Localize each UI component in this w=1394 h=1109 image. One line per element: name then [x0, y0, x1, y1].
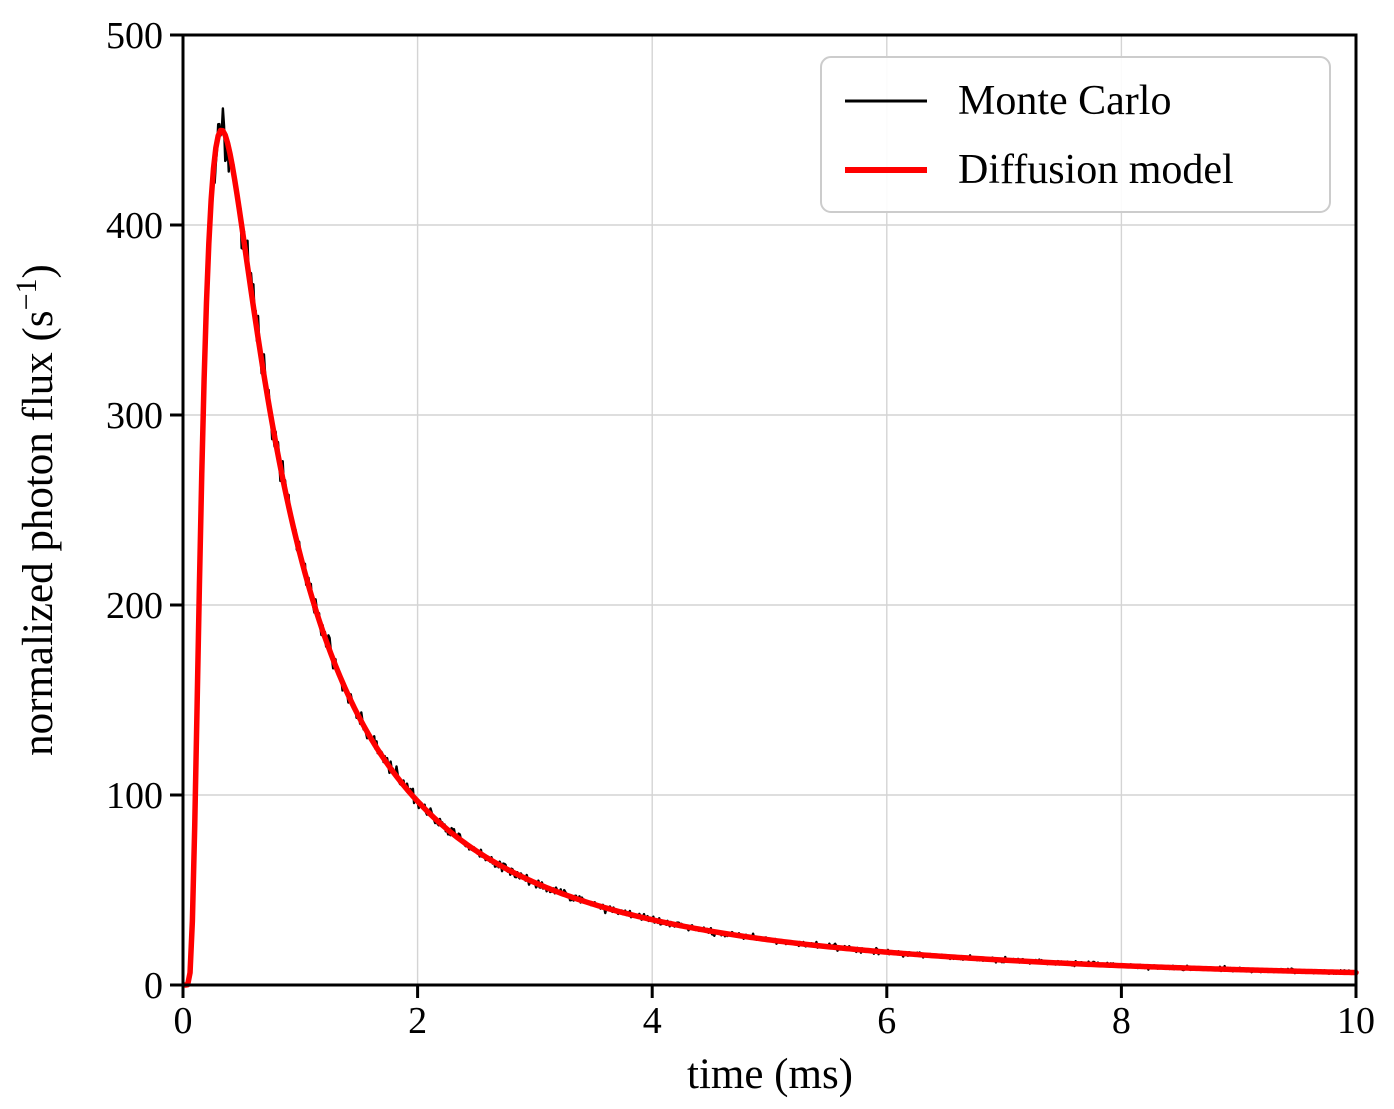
x-tick-label: 6 [877, 1000, 896, 1042]
y-axis-label: normalized photon flux (s−1) [10, 264, 62, 756]
plot-frame [181, 33, 1358, 987]
y-tick-label: 500 [106, 15, 163, 57]
y-axis-label-prefix: normalized photon flux (s [15, 310, 62, 755]
x-tick-label: 0 [174, 1000, 193, 1042]
x-axis-ticks [181, 985, 1358, 998]
diffusion-model-line [182, 127, 1359, 988]
x-tick-labels: 0 2 4 6 8 10 [174, 1000, 1376, 1042]
legend: Monte Carlo Diffusion model [820, 56, 1331, 213]
y-tick-label: 300 [106, 395, 163, 437]
y-tick-labels: 0 100 200 300 400 500 [106, 15, 163, 1007]
y-tick-label: 0 [144, 965, 163, 1007]
series-layer [182, 107, 1359, 988]
legend-label-diffusion: Diffusion model [958, 147, 1234, 193]
x-axis-label: time (ms) [687, 1051, 853, 1098]
y-tick-label: 200 [106, 585, 163, 627]
y-axis-label-suffix: ) [15, 264, 62, 278]
legend-label-monte-carlo: Monte Carlo [958, 78, 1171, 124]
y-tick-label: 100 [106, 775, 163, 817]
monte-carlo-line [182, 107, 1358, 987]
y-tick-label: 400 [106, 205, 163, 247]
x-tick-label: 4 [643, 1000, 662, 1042]
x-tick-label: 2 [408, 1000, 427, 1042]
legend-box [820, 56, 1331, 213]
x-tick-label: 8 [1112, 1000, 1131, 1042]
y-axis-label-superscript: −1 [10, 278, 43, 310]
y-axis-ticks [170, 33, 183, 987]
x-tick-label: 10 [1337, 1000, 1375, 1042]
